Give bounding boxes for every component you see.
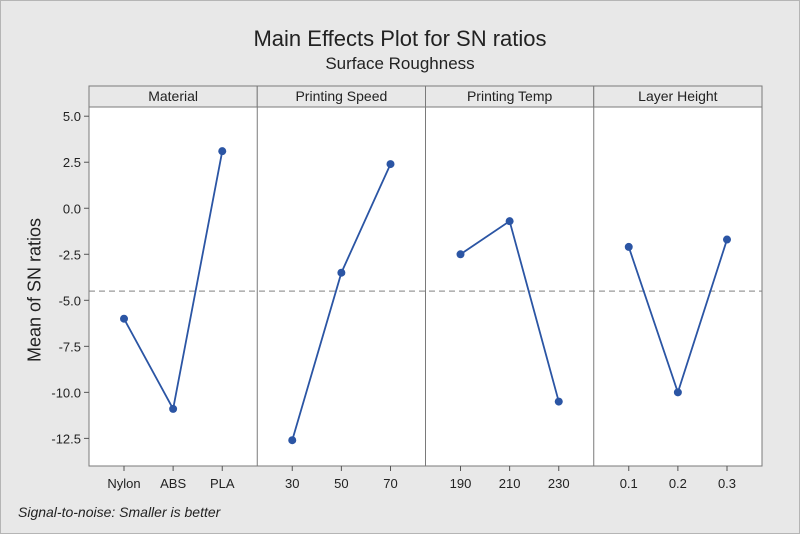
y-tick-label: -2.5	[59, 247, 81, 262]
data-point	[673, 388, 682, 397]
x-tick-label: 70	[383, 476, 397, 491]
x-tick-label: 0.2	[669, 476, 687, 491]
y-tick-label: 2.5	[63, 155, 81, 170]
data-point	[120, 314, 128, 323]
data-point	[169, 404, 178, 413]
data-point	[288, 436, 297, 445]
panel-header-label: Printing Speed	[295, 88, 387, 104]
x-tick-label: 230	[548, 476, 570, 491]
panel-header-label: Layer Height	[638, 88, 717, 104]
panel-background	[257, 107, 426, 466]
x-tick-label: PLA	[210, 476, 235, 491]
footnote: Signal-to-noise: Smaller is better	[18, 504, 221, 520]
x-tick-label: 0.1	[620, 476, 638, 491]
x-tick-label: ABS	[160, 476, 186, 491]
x-tick-label: 190	[450, 476, 472, 491]
y-tick-label: -12.5	[51, 431, 81, 446]
x-tick-label: Nylon	[107, 476, 140, 491]
data-point	[723, 235, 731, 244]
y-tick-label: 5.0	[63, 109, 81, 124]
data-point	[218, 147, 227, 156]
data-point	[386, 160, 395, 169]
panel-background	[425, 107, 594, 466]
x-tick-label: 50	[334, 476, 348, 491]
y-tick-label: 0.0	[63, 201, 81, 216]
data-point	[624, 242, 633, 251]
chart-title: Main Effects Plot for SN ratios	[253, 26, 547, 51]
y-tick-label: -10.0	[51, 385, 81, 400]
x-tick-label: 30	[285, 476, 299, 491]
data-point	[337, 268, 346, 277]
x-tick-label: 210	[499, 476, 521, 491]
panel-header-label: Material	[148, 88, 198, 104]
chart-subtitle: Surface Roughness	[325, 54, 475, 73]
data-point	[554, 397, 563, 406]
panel-background	[593, 107, 762, 466]
y-tick-label: -7.5	[59, 339, 81, 354]
panel-header-label: Printing Temp	[467, 88, 553, 104]
plot-border	[88, 85, 763, 467]
data-point	[505, 217, 514, 226]
data-point	[456, 250, 465, 259]
y-tick-label: -5.0	[59, 293, 81, 308]
x-tick-label: 0.3	[718, 476, 736, 491]
